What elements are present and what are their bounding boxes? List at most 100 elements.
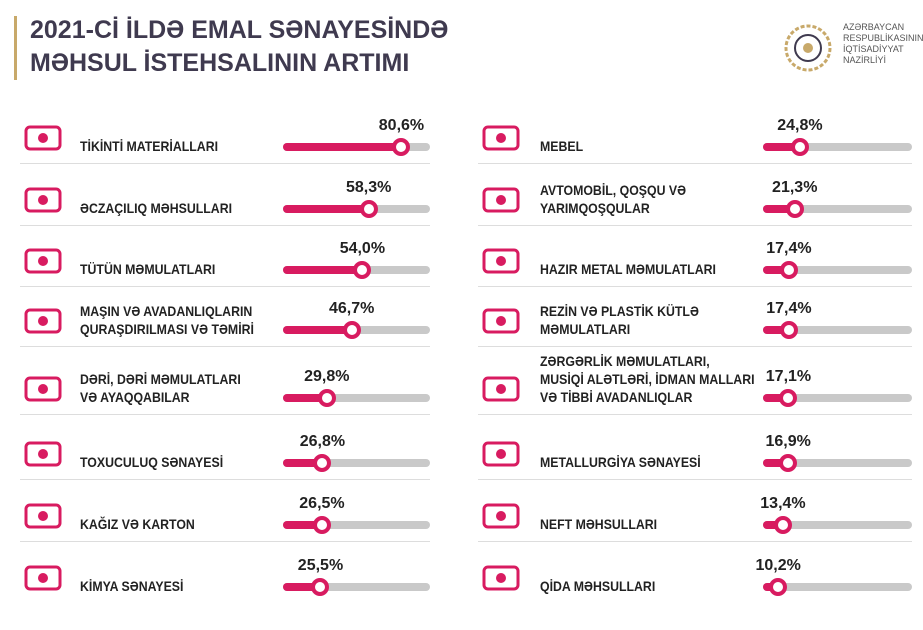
icon: [24, 503, 62, 529]
icon: [24, 248, 62, 274]
value-label: 16,9%: [765, 433, 811, 450]
bar-track: [763, 394, 912, 402]
bar: [283, 205, 369, 213]
bar-knob: [313, 454, 332, 472]
icon: [482, 125, 520, 151]
bar-knob: [769, 578, 788, 596]
bar: [283, 459, 323, 467]
category-label: KİMYA SƏNAYESİ: [80, 578, 184, 594]
category-label: DƏRİ, DƏRİ MƏMULATLARI VƏ AYAQQABILAR: [80, 371, 241, 405]
row-separator: [20, 541, 430, 542]
bar-knob: [779, 261, 798, 279]
title-line: MƏHSUL İSTEHSALININ ARTIMI: [30, 49, 410, 77]
bar-knob: [317, 389, 336, 407]
bar-knob: [779, 321, 798, 339]
bar-knob: [353, 261, 372, 279]
bar-knob: [359, 200, 378, 218]
icon: [482, 308, 520, 334]
bar-track: [763, 266, 912, 274]
bar-track: [283, 394, 430, 402]
value-label: 54,0%: [339, 240, 386, 257]
bar-knob: [779, 454, 798, 472]
icon: [24, 565, 62, 591]
logo-line: NAZİRLİYİ: [843, 55, 887, 65]
icon: [482, 441, 520, 467]
bar-track: [763, 143, 912, 151]
bar: [763, 143, 800, 151]
row-separator: [20, 286, 430, 287]
category-label: MAŞIN VƏ AVADANLIQLARIN QURAŞDIRILMASI V…: [80, 303, 254, 337]
icon: [482, 503, 520, 529]
category-label: TÜTÜN MƏMULATLARI: [80, 261, 216, 277]
bar: [763, 394, 789, 402]
bar: [283, 521, 322, 529]
bar-knob: [392, 138, 411, 156]
emblem: [784, 24, 832, 72]
bar-track: [283, 583, 430, 591]
bar: [283, 143, 402, 151]
row-separator: [20, 163, 430, 164]
icon: [24, 376, 62, 402]
value-label: 17,4%: [766, 300, 812, 317]
logo-line: RESPUBLİKASININ: [843, 33, 923, 43]
bar-track: [763, 326, 912, 334]
row-separator: [478, 286, 912, 287]
category-label: MEBEL: [540, 138, 584, 154]
icon: [482, 248, 520, 274]
bar: [763, 521, 783, 529]
bar: [763, 459, 789, 467]
row-separator: [478, 163, 912, 164]
bar-knob: [779, 389, 798, 407]
icon: [24, 125, 62, 151]
value-label: 17,1%: [765, 368, 812, 385]
logo-line: İQTİSADİYYAT: [843, 44, 904, 54]
value-label: 26,5%: [299, 495, 345, 512]
category-label: METALLURGİYA SƏNAYESİ: [540, 454, 701, 470]
category-label: AVTOMOBİL, QOŞQU VƏ YARIMQOŞQULAR: [540, 182, 687, 216]
category-label: ƏCZAÇILIQ MƏHSULLARI: [80, 200, 233, 216]
bar: [283, 583, 321, 591]
row-separator: [20, 414, 430, 415]
value-label: 58,3%: [346, 179, 392, 196]
row-separator: [478, 225, 912, 226]
bar: [283, 266, 363, 274]
bar-track: [763, 583, 912, 591]
category-label: TOXUCULUQ SƏNAYESİ: [80, 454, 224, 470]
bar-knob: [311, 578, 330, 596]
category-label: QİDA MƏHSULLARI: [540, 578, 656, 594]
bar-knob: [785, 200, 804, 218]
row-separator: [20, 346, 430, 347]
title-line: 2021-Cİ İLDƏ EMAL SƏNAYESİNDƏ: [30, 16, 449, 44]
title: 2021-Cİ İLDƏ EMAL SƏNAYESİNDƏ MƏHSUL İST…: [30, 14, 448, 80]
bar-knob: [790, 138, 809, 156]
bar-track: [283, 521, 430, 529]
icon: [24, 308, 62, 334]
category-label: HAZIR METAL MƏMULATLARI: [540, 261, 716, 277]
logo-line: AZƏRBAYCAN: [843, 22, 905, 32]
bar-knob: [312, 516, 331, 534]
icon: [482, 565, 520, 591]
icon: [482, 376, 520, 402]
value-label: 29,8%: [304, 368, 350, 385]
bar-track: [763, 521, 912, 529]
bar-knob: [773, 516, 792, 534]
value-label: 46,7%: [328, 300, 375, 317]
row-separator: [478, 479, 912, 480]
category-label: NEFT MƏHSULLARI: [540, 516, 658, 532]
value-label: 26,8%: [299, 433, 346, 450]
category-label: ZƏRGƏRLİK MƏMULATLARI, MUSİQİ ALƏTLƏRİ, …: [540, 353, 755, 405]
bar: [763, 205, 795, 213]
bar: [283, 326, 352, 334]
bar-track: [763, 205, 912, 213]
bar-track: [763, 459, 912, 467]
icon: [482, 187, 520, 213]
bar: [283, 394, 327, 402]
bar: [763, 266, 789, 274]
accent-bar: [14, 16, 17, 80]
icon: [24, 187, 62, 213]
row-separator: [478, 414, 912, 415]
row-separator: [478, 346, 912, 347]
bar-knob: [342, 321, 361, 339]
icon: [24, 441, 62, 467]
